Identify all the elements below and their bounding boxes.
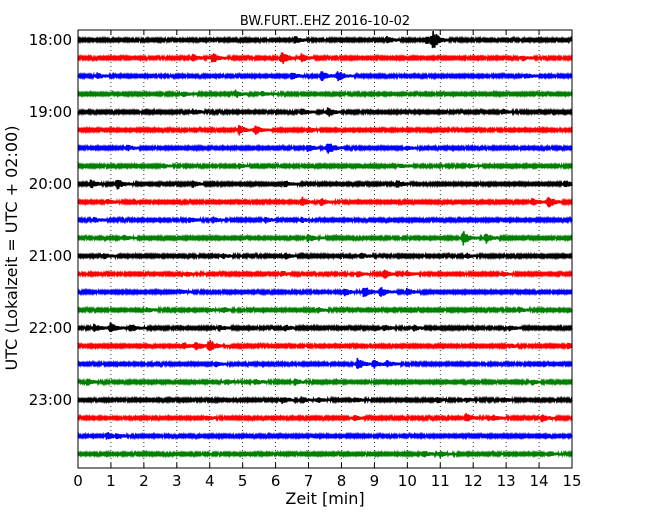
y-tick-label: 18:00 bbox=[29, 31, 72, 49]
x-tick-label: 6 bbox=[271, 472, 281, 490]
y-tick-label: 23:00 bbox=[29, 391, 72, 409]
x-tick-label: 8 bbox=[337, 472, 347, 490]
x-tick-label: 3 bbox=[172, 472, 182, 490]
y-axis-label: UTC (Lokalzeit = UTC + 02:00) bbox=[2, 126, 21, 371]
x-tick-label: 7 bbox=[304, 472, 314, 490]
x-tick-label: 1 bbox=[106, 472, 116, 490]
trace-row-1815 bbox=[77, 52, 573, 64]
trace-row-2130 bbox=[77, 287, 573, 298]
y-tick-label: 22:00 bbox=[29, 319, 72, 337]
x-tick-label: 12 bbox=[464, 472, 483, 490]
trace-row-2030 bbox=[77, 215, 573, 225]
x-tick-label: 0 bbox=[73, 472, 83, 490]
trace-row-2300 bbox=[77, 395, 573, 405]
y-tick-label: 19:00 bbox=[29, 103, 72, 121]
trace-row-1800 bbox=[77, 30, 573, 49]
x-tick-label: 14 bbox=[530, 472, 549, 490]
trace-row-2100 bbox=[77, 251, 573, 261]
trace-row-2215 bbox=[77, 339, 573, 351]
trace-row-1915 bbox=[77, 125, 573, 136]
trace-row-2315 bbox=[77, 413, 573, 423]
x-tick-label: 10 bbox=[398, 472, 417, 490]
plot-frame bbox=[77, 29, 573, 469]
trace-row-2115 bbox=[77, 269, 573, 279]
trace-row-2330 bbox=[77, 431, 573, 441]
trace-row-2015 bbox=[77, 196, 573, 208]
seismic-traces bbox=[77, 30, 573, 459]
x-tick-label: 13 bbox=[497, 472, 516, 490]
trace-row-2230 bbox=[77, 357, 573, 369]
trace-row-1845 bbox=[77, 89, 573, 99]
trace-row-2345 bbox=[77, 449, 573, 459]
trace-row-1945 bbox=[77, 161, 573, 171]
trace-row-1930 bbox=[77, 143, 573, 154]
chart-title: BW.FURT..EHZ 2016-10-02 bbox=[240, 14, 410, 29]
x-tick-label: 5 bbox=[238, 472, 248, 490]
y-tick-label: 21:00 bbox=[29, 247, 72, 265]
y-tick-label: 20:00 bbox=[29, 175, 72, 193]
x-tick-label: 2 bbox=[139, 472, 149, 490]
x-tick-label: 9 bbox=[370, 472, 380, 490]
trace-row-2045 bbox=[77, 231, 573, 246]
trace-row-2145 bbox=[77, 305, 573, 315]
x-tick-label: 11 bbox=[431, 472, 450, 490]
x-tick-label: 4 bbox=[205, 472, 215, 490]
trace-row-2000 bbox=[77, 179, 573, 190]
y-axis-ticks: 18:00 19:00 20:00 21:00 22:00 23:00 bbox=[29, 31, 572, 409]
trace-row-2200 bbox=[77, 322, 573, 333]
trace-row-1830 bbox=[77, 71, 573, 82]
x-tick-label: 15 bbox=[562, 472, 581, 490]
x-axis-label: Zeit [min] bbox=[285, 489, 364, 508]
trace-row-2245 bbox=[77, 377, 573, 387]
x-axis-ticks: 0 1 2 3 4 5 6 7 8 9 10 11 12 13 14 15 bbox=[73, 30, 582, 490]
trace-row-1900 bbox=[77, 107, 573, 117]
